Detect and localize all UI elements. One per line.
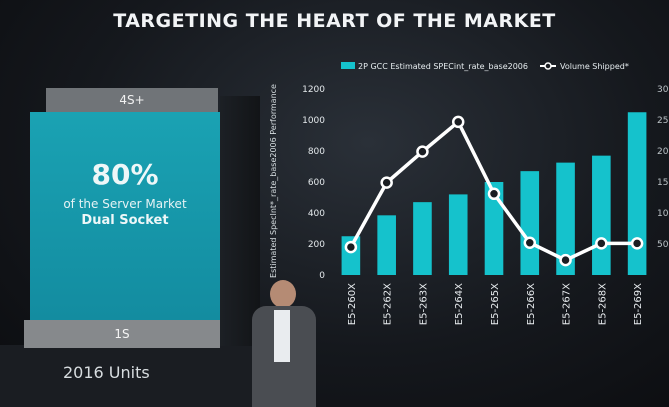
volume-point [595,237,608,250]
x-tick-label: E5-269X [633,283,644,325]
x-tick-label: E5-262X [383,283,394,325]
volume-point [416,145,429,158]
bar [556,162,575,275]
market-block-dual-socket [30,112,220,320]
bar [484,182,504,275]
volume-point [380,176,393,189]
volume-point [559,253,572,267]
y-axis-title: Estimated SpecInt*_rate_base2006 Perform… [269,84,278,278]
legend-line-marker [544,62,552,70]
y-tick-label: 0 [319,271,325,281]
bar [592,155,611,275]
volume-point [487,187,501,201]
y-tick-label: 1200 [302,85,325,95]
x-tick-label: E5-264X [454,283,465,325]
legend-bar-label: 2P GCC Estimated SPECint_rate_base2006 [358,62,528,71]
x-tick-label: E5-266X [526,283,537,325]
y2-tick-label: 50 [657,240,669,250]
market-share-description: of the Server Market [63,197,187,211]
bar [448,194,468,275]
y-tick-label: 200 [308,240,325,250]
market-block-top: 4S+ [46,88,218,112]
volume-point [523,236,537,250]
presenter-head [270,280,296,308]
market-share-segment: Dual Socket [81,213,169,228]
y2-tick-label: 150 [657,178,669,188]
y-tick-label: 600 [308,178,325,188]
y2-tick-label: 200 [657,147,669,157]
market-share-percent: 80% [91,158,159,191]
volume-point [630,237,644,250]
volume-point [344,240,358,254]
bar [520,171,540,275]
bar [377,215,396,275]
x-tick-label: E5-268X [597,283,608,325]
bar [627,112,647,275]
x-tick-label: E5-267X [562,283,573,325]
y2-tick-label: 300 [657,85,669,95]
y2-tick-label: 100 [657,209,669,219]
y-tick-label: 800 [308,147,325,157]
units-caption: 2016 Units [63,363,150,382]
market-block-side [220,96,260,346]
stage-floor [0,345,270,407]
market-block-bottom: 1S [24,320,220,348]
legend-line-label: Volume Shipped* [560,62,629,71]
y2-tick-label: 250 [657,116,669,126]
chart-legend: 2P GCC Estimated SPECint_rate_base2006 V… [341,62,629,71]
legend-bar-swatch [341,62,355,69]
x-tick-label: E5-265X [490,283,501,325]
y-tick-label: 1000 [302,116,325,126]
bar [413,202,432,275]
presenter-shirt [274,310,290,362]
x-tick-label: E5-263X [418,283,429,325]
x-tick-label: E5-260X [347,283,358,325]
volume-point [451,115,465,129]
slide-title: TARGETING THE HEART OF THE MARKET [113,10,556,32]
y-tick-label: 400 [308,209,325,219]
